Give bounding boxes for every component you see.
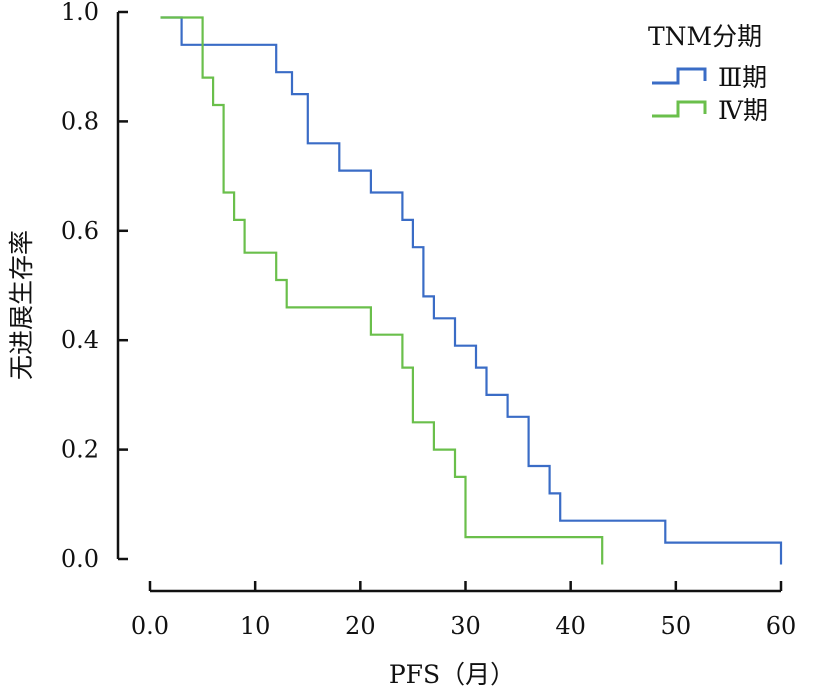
y-axis-title: 无进展生存率 xyxy=(7,230,36,380)
y-tick-label: 0.0 xyxy=(61,545,99,573)
legend-items: Ⅲ期 Ⅳ期 xyxy=(652,63,768,125)
legend-label: Ⅳ期 xyxy=(718,96,768,125)
legend-item: Ⅲ期 xyxy=(652,63,767,92)
y-tick-label: 0.2 xyxy=(61,436,99,464)
x-tick-label: 0.0 xyxy=(131,612,169,640)
y-tick-label: 0.8 xyxy=(61,107,99,135)
x-tick-label: 10 xyxy=(240,612,271,640)
legend-swatch xyxy=(652,100,707,118)
x-tick-label: 60 xyxy=(766,612,797,640)
x-axis-title: PFS（月） xyxy=(389,660,515,689)
km-curve-stage-iv xyxy=(160,16,604,565)
km-curve-stage-iii xyxy=(160,16,783,565)
legend-swatch xyxy=(652,67,707,85)
legend: TNM分期 Ⅲ期 Ⅳ期 xyxy=(648,22,768,125)
legend-label: Ⅲ期 xyxy=(718,63,767,92)
x-tick-label: 30 xyxy=(450,612,481,640)
y-axis: 0.0 0.2 0.4 0.6 0.8 1.0 xyxy=(61,0,128,573)
plot-area: 0.0 0.2 0.4 0.6 0.8 1.0 0.0 10 20 30 40 50 60 xyxy=(61,0,796,640)
series-layer xyxy=(160,16,783,565)
legend-item: Ⅳ期 xyxy=(652,96,768,125)
legend-title: TNM分期 xyxy=(648,22,762,51)
x-tick-label: 40 xyxy=(555,612,586,640)
x-tick-label: 50 xyxy=(661,612,692,640)
x-axis: 0.0 10 20 30 40 50 60 xyxy=(131,581,796,640)
x-tick-label: 20 xyxy=(345,612,376,640)
y-tick-label: 0.6 xyxy=(61,217,99,245)
y-tick-label: 0.4 xyxy=(61,326,99,354)
y-tick-label: 1.0 xyxy=(61,0,99,26)
